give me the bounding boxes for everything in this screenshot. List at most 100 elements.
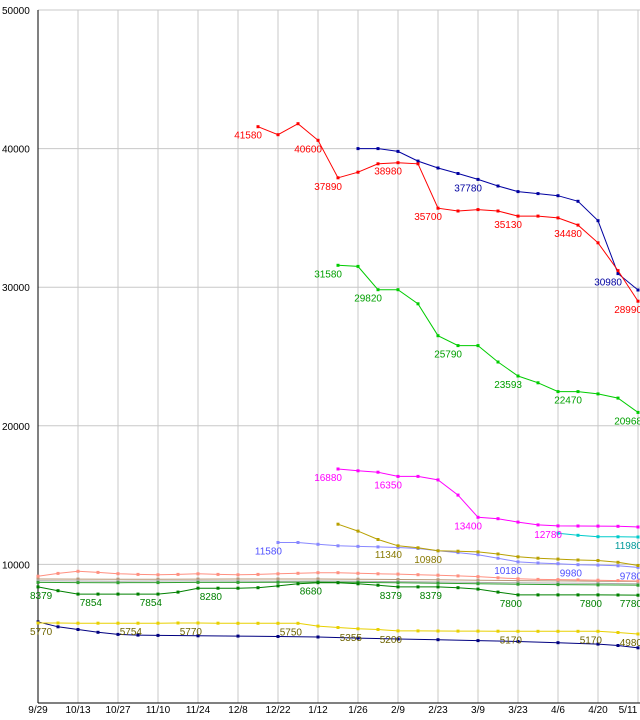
- series-marker-navy-low: [356, 636, 360, 640]
- series-marker-tan-flat: [316, 577, 320, 581]
- series-marker-green-flat: [116, 581, 120, 585]
- series-marker-gray-flat: [36, 579, 40, 583]
- data-point-label-yellow: 5754: [120, 627, 143, 638]
- series-marker-salmon: [456, 574, 460, 578]
- series-marker-red: [396, 161, 400, 165]
- x-axis-tick-label: 10/13: [65, 705, 90, 716]
- series-marker-green-flat: [596, 583, 600, 587]
- series-marker-yellow: [56, 621, 60, 625]
- series-marker-yellow: [236, 621, 240, 625]
- series-marker-dark-green-labeled: [576, 593, 580, 597]
- data-point-label-periwinkle: 9980: [560, 569, 583, 580]
- series-marker-salmon: [236, 573, 240, 577]
- series-line-magenta: [337, 468, 639, 528]
- series-marker-navy-low: [636, 646, 640, 650]
- series-marker-salmon: [316, 571, 320, 575]
- y-axis-tick-label: 40000: [2, 145, 30, 156]
- series-marker-salmon: [336, 571, 340, 575]
- series-marker-red: [476, 208, 480, 212]
- data-point-label-periwinkle: 11580: [255, 547, 283, 558]
- series-marker-yellow: [616, 631, 620, 634]
- series-marker-yellow: [416, 629, 420, 633]
- data-point-label-dark-green-labeled: 7854: [80, 598, 103, 609]
- series-marker-periwinkle: [616, 564, 620, 568]
- series-marker-yellow: [96, 621, 100, 625]
- series-marker-green-flat: [516, 582, 520, 586]
- series-marker-yellow: [456, 629, 460, 633]
- data-point-label-red: 40600: [294, 144, 322, 155]
- series-marker-dark-green-labeled: [396, 585, 400, 589]
- series-marker-salmon: [136, 572, 140, 576]
- data-point-label-magenta: 16350: [374, 480, 402, 491]
- series-marker-magenta: [476, 515, 480, 519]
- series-marker-navy-high: [596, 219, 600, 223]
- series-marker-tan-flat: [76, 577, 80, 581]
- data-point-label-yellow: 5170: [500, 635, 523, 646]
- data-point-label-dark-green-labeled: 8280: [200, 592, 223, 603]
- series-marker-periwinkle: [516, 560, 520, 564]
- series-marker-yellow: [156, 621, 160, 625]
- series-marker-dark-green-labeled: [616, 593, 620, 597]
- series-marker-navy-low: [516, 640, 520, 643]
- series-marker-periwinkle: [336, 544, 340, 548]
- series-marker-yellow: [256, 621, 260, 625]
- series-marker-salmon: [616, 579, 620, 583]
- series-marker-magenta: [516, 520, 520, 524]
- series-marker-navy-low: [236, 634, 240, 638]
- series-marker-magenta: [556, 524, 560, 528]
- series-marker-dark-green-labeled: [116, 592, 120, 596]
- x-axis-tick-label: 2/23: [428, 705, 448, 716]
- series-marker-dark-green-labeled: [196, 586, 200, 590]
- series-marker-green-flat: [156, 581, 160, 585]
- series-marker-green-flat: [276, 580, 280, 584]
- series-marker-yellow: [516, 629, 520, 633]
- series-marker-salmon: [476, 575, 480, 579]
- series-marker-cyan: [576, 533, 580, 537]
- series-marker-dark-green-labeled: [256, 586, 260, 590]
- series-marker-red: [536, 214, 540, 218]
- series-marker-red: [496, 209, 500, 213]
- data-point-label-red: 34480: [554, 229, 582, 240]
- series-marker-navy-low: [616, 644, 620, 647]
- series-marker-navy-low: [396, 637, 400, 641]
- series-marker-dark-green-labeled: [96, 592, 100, 596]
- series-marker-yellow: [476, 629, 480, 633]
- series-marker-yellow: [356, 627, 360, 631]
- series-marker-dark-green-labeled: [336, 581, 340, 585]
- data-point-label-green: 29820: [354, 294, 382, 305]
- series-marker-salmon: [36, 574, 40, 578]
- series-marker-dark-green-labeled: [556, 593, 560, 597]
- series-marker-red: [376, 162, 380, 166]
- x-axis-tick-label: 5/11: [619, 705, 638, 716]
- series-marker-cyan: [636, 535, 640, 539]
- series-marker-tan-flat: [156, 577, 160, 581]
- series-marker-cyan: [616, 535, 620, 539]
- series-marker-red: [276, 133, 280, 137]
- series-marker-yellow: [556, 629, 560, 633]
- x-axis-tick-label: 10/27: [105, 705, 130, 716]
- series-marker-dark-green-labeled: [416, 585, 420, 589]
- series-marker-salmon: [556, 578, 560, 582]
- data-point-label-magenta: 13400: [454, 521, 482, 532]
- series-marker-olive: [576, 558, 580, 562]
- series-marker-navy-low: [96, 630, 100, 634]
- data-point-label-red: 35700: [414, 212, 442, 223]
- x-axis-tick-label: 9/29: [28, 705, 48, 716]
- series-marker-periwinkle: [636, 565, 640, 569]
- series-marker-red: [576, 223, 580, 227]
- data-point-label-dark-green-labeled: 7800: [580, 599, 603, 610]
- series-marker-navy-low: [136, 633, 140, 637]
- data-point-label-red: 38980: [374, 167, 402, 178]
- series-marker-navy-high: [416, 159, 420, 163]
- x-axis-tick-label: 1/12: [308, 705, 328, 716]
- series-marker-navy-high: [376, 147, 380, 151]
- series-marker-tan-flat: [196, 577, 200, 581]
- series-marker-green-flat: [36, 580, 40, 584]
- data-point-label-green: 22470: [554, 396, 582, 407]
- series-marker-yellow: [316, 624, 320, 628]
- x-axis-tick-label: 4/6: [551, 705, 565, 716]
- series-marker-yellow: [176, 621, 180, 625]
- series-marker-green: [556, 390, 560, 394]
- series-marker-periwinkle: [576, 563, 580, 567]
